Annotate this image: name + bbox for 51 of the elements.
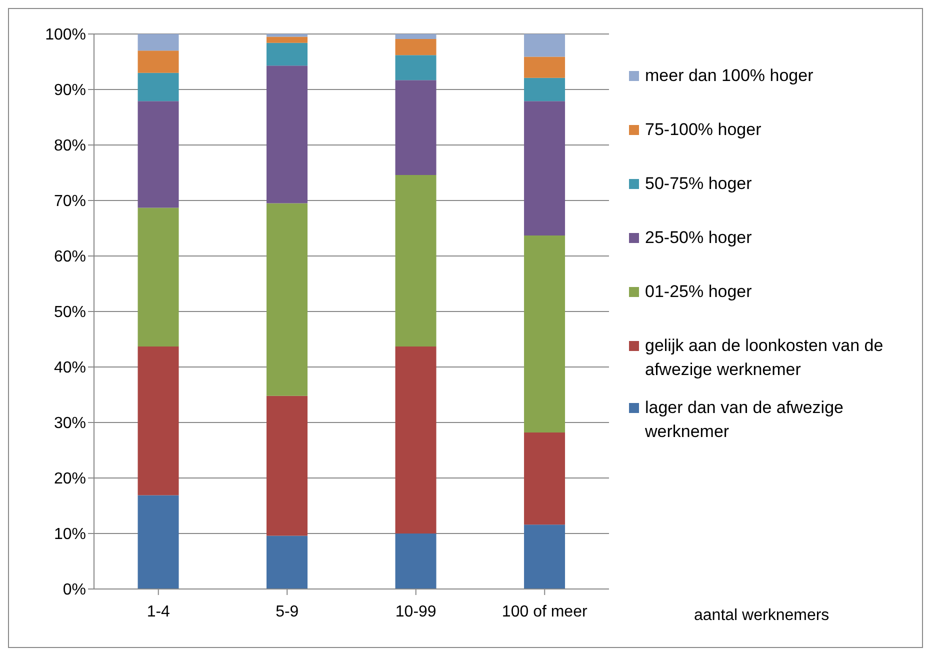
bar — [138, 495, 179, 589]
legend-label: gelijk aan de loonkosten van de afwezige werknemer — [645, 335, 884, 381]
legend-label: 75-100% hoger — [645, 119, 762, 141]
bar — [395, 80, 436, 175]
x-tick-label: 100 of meer — [502, 603, 588, 620]
bar — [266, 36, 308, 43]
bar — [395, 174, 436, 346]
legend-label: 01-25% hoger — [645, 281, 752, 303]
bar — [266, 42, 308, 66]
legend-label: lager dan van de afwezige werknemer — [645, 397, 844, 443]
bar — [266, 396, 308, 536]
bar — [138, 101, 179, 208]
bar — [395, 55, 436, 80]
bar — [524, 432, 566, 525]
bar — [138, 208, 179, 346]
x-tick-label: 1-4 — [146, 603, 170, 620]
bar — [524, 34, 566, 57]
y-tick-label: 20% — [54, 470, 86, 488]
bar — [266, 66, 308, 204]
x-tick-label: 10-99 — [395, 603, 436, 620]
bar — [524, 78, 566, 102]
y-tick-label: 90% — [54, 82, 86, 100]
bar — [395, 346, 436, 534]
bar — [524, 56, 566, 78]
bar — [395, 38, 436, 56]
y-tick-label: 0% — [62, 582, 86, 599]
legend-label: 50-75% hoger — [645, 173, 752, 195]
y-tick-label: 60% — [54, 248, 86, 266]
bar — [395, 534, 436, 589]
y-tick-label: 70% — [54, 193, 86, 210]
bar — [138, 346, 179, 496]
bar — [266, 203, 308, 396]
bar — [138, 72, 179, 102]
y-tick-label: 50% — [54, 304, 86, 322]
bar — [266, 536, 308, 589]
y-tick-label: 80% — [54, 138, 86, 155]
bar — [524, 101, 566, 236]
legend-label: 25-50% hoger — [645, 227, 752, 249]
bar — [138, 50, 179, 73]
y-tick-label: 40% — [54, 360, 86, 377]
bar — [524, 235, 566, 432]
y-tick-label: 30% — [54, 415, 86, 432]
bar — [266, 34, 308, 37]
text: aantal werknemers — [694, 607, 830, 625]
legend-label: meer dan 100% hoger — [645, 65, 814, 87]
x-tick-label: 5-9 — [276, 603, 299, 620]
y-tick-label: 10% — [54, 526, 86, 544]
bar — [524, 524, 566, 589]
y-tick-label: 100% — [45, 26, 86, 44]
bar — [395, 34, 436, 39]
bar — [138, 34, 179, 51]
